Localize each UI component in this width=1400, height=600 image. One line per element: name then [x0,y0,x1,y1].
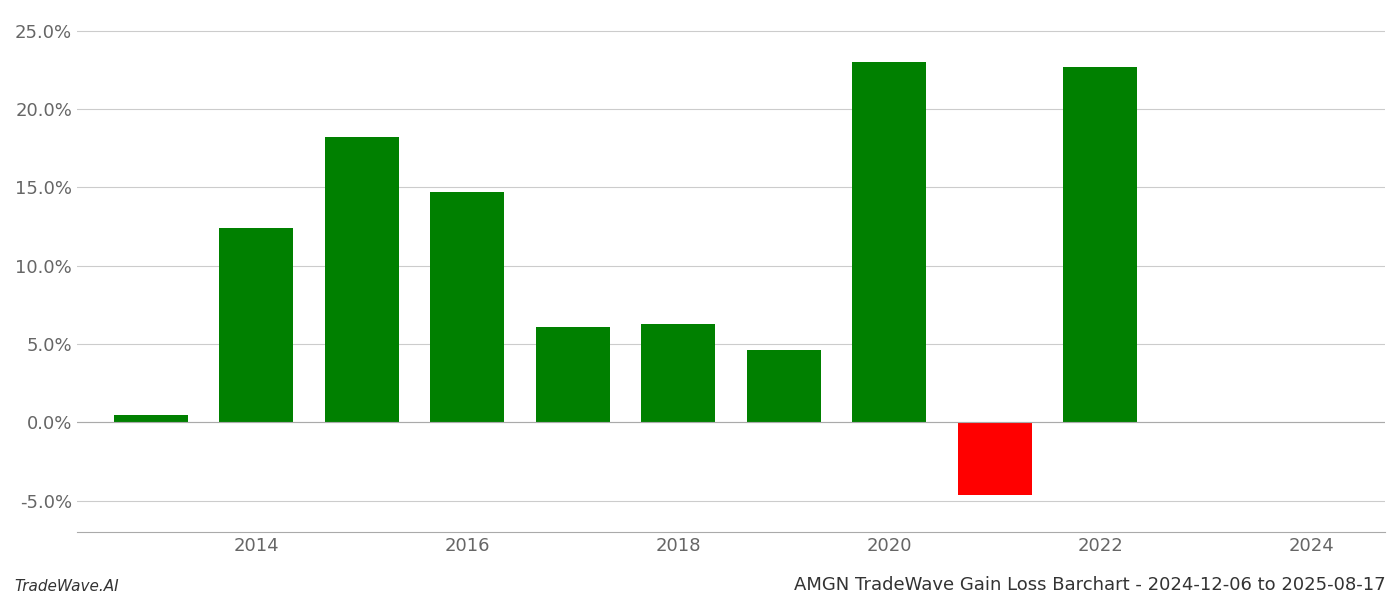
Bar [1063,67,1137,422]
Bar [325,137,399,422]
Bar [853,62,927,422]
Text: TradeWave.AI: TradeWave.AI [14,579,119,594]
Bar [220,228,293,422]
Bar [113,415,188,422]
Bar [536,327,609,422]
Bar [958,422,1032,494]
Bar [641,324,715,422]
Bar [746,350,820,422]
Text: AMGN TradeWave Gain Loss Barchart - 2024-12-06 to 2025-08-17: AMGN TradeWave Gain Loss Barchart - 2024… [794,576,1386,594]
Bar [430,192,504,422]
